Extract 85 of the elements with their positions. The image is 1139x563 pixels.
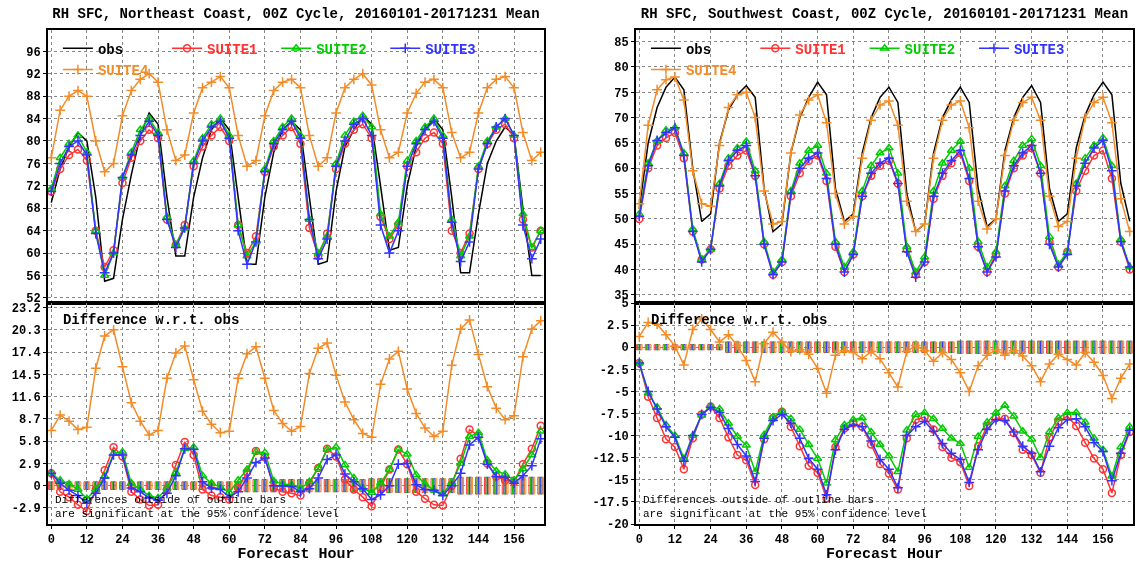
y-tick-label: 5	[621, 297, 629, 312]
chart-title: RH SFC, Southwest Coast, 00Z Cycle, 20160101-20171231 Mean	[640, 5, 1129, 22]
y-tick-label: 96	[26, 45, 41, 60]
x-tick-label: 60	[222, 533, 237, 548]
y-tick-label: 80	[614, 61, 629, 76]
y-tick-label: 85	[614, 35, 629, 50]
legend-label: obs	[685, 41, 712, 58]
y-tick-label: 80	[26, 135, 41, 150]
y-tick-label: -5	[614, 385, 629, 400]
x-tick-label: 120	[396, 533, 419, 548]
legend-label: SUITE3	[425, 41, 476, 58]
x-tick-label: 96	[328, 533, 344, 548]
x-tick-label: 0	[635, 533, 643, 548]
y-tick-label: 92	[26, 67, 41, 82]
y-tick-label: 88	[26, 90, 41, 105]
legend-label: SUITE2	[904, 41, 956, 58]
y-tick-label: 11.6	[11, 390, 41, 405]
y-tick-label: 40	[614, 263, 629, 278]
x-tick-label: 72	[846, 533, 861, 548]
x-tick-label: 48	[186, 533, 201, 548]
y-tick-label: 20.3	[11, 324, 41, 339]
x-tick-label: 72	[257, 533, 273, 548]
x-tick-label: 108	[949, 533, 972, 548]
x-tick-label: 0	[47, 533, 55, 548]
x-axis-title: Forecast Hour	[237, 546, 355, 563]
x-tick-label: 108	[360, 533, 383, 548]
x-tick-label: 156	[1092, 533, 1114, 548]
x-tick-label: 144	[1056, 533, 1079, 548]
y-tick-label: 2.5	[606, 319, 629, 334]
y-tick-label: 70	[614, 111, 629, 126]
y-tick-label: 14.5	[11, 368, 41, 383]
y-tick-label: -10	[606, 429, 629, 444]
x-axis-title: Forecast Hour	[825, 546, 944, 563]
legend-label: SUITE4	[97, 62, 149, 79]
y-tick-label: 60	[26, 247, 41, 262]
x-tick-label: 24	[703, 533, 718, 548]
chart-title: RH SFC, Northeast Coast, 00Z Cycle, 20160101-20171231 Mean	[52, 5, 540, 22]
x-tick-label: 84	[881, 533, 897, 548]
y-tick-label: 75	[614, 86, 629, 101]
y-tick-label: -7.5	[599, 407, 629, 422]
x-tick-label: 12	[79, 533, 95, 548]
x-tick-label: 48	[774, 533, 790, 548]
y-tick-label: 55	[614, 187, 629, 202]
y-tick-label: 2.9	[18, 457, 41, 472]
x-tick-label: 132	[1020, 533, 1043, 548]
x-tick-label: 60	[810, 533, 825, 548]
legend-label: SUITE1	[207, 41, 258, 58]
text: Difference w.r.t. obs	[62, 311, 240, 328]
x-tick-label: 96	[917, 533, 932, 548]
y-tick-label: -2.9	[11, 502, 41, 517]
y-tick-label: -12.5	[592, 451, 629, 466]
legend-label: SUITE2	[316, 41, 367, 58]
y-tick-label: 65	[614, 137, 629, 152]
y-tick-label: -17.5	[592, 496, 629, 511]
y-tick-label: 64	[26, 224, 41, 239]
y-tick-label: 17.4	[11, 346, 41, 361]
legend-label: SUITE1	[795, 41, 846, 58]
y-tick-label: -2.5	[599, 363, 629, 378]
y-tick-label: 8.7	[18, 413, 41, 428]
y-tick-label: 60	[614, 162, 629, 177]
y-tick-label: 72	[26, 180, 41, 195]
x-tick-label: 132	[432, 533, 454, 548]
x-tick-label: 36	[739, 533, 754, 548]
y-tick-label: 76	[26, 157, 41, 172]
y-tick-label: -15	[606, 474, 629, 488]
y-tick-label: 0	[621, 341, 629, 356]
y-tick-label: -20	[606, 518, 629, 533]
annotation: Differences outside of outline bars are significant at the 95% confidence level	[643, 494, 927, 521]
y-tick-label: 0	[33, 479, 41, 494]
x-tick-label: 156	[503, 533, 525, 548]
legend-label: SUITE4	[685, 62, 737, 79]
y-tick-label: 45	[614, 238, 629, 253]
y-tick-label: 5.8	[18, 435, 41, 450]
x-tick-label: 24	[115, 533, 130, 548]
y-tick-label: 84	[26, 112, 41, 127]
x-tick-label: 12	[667, 533, 683, 548]
y-tick-label: 56	[26, 269, 41, 284]
x-tick-label: 36	[150, 533, 166, 548]
x-tick-label: 84	[293, 533, 308, 548]
legend-label: SUITE3	[1013, 41, 1065, 58]
legend-label: obs	[97, 41, 124, 58]
y-tick-label: 50	[614, 213, 629, 228]
x-tick-label: 144	[467, 533, 490, 548]
y-tick-label: 68	[26, 202, 41, 217]
x-tick-label: 120	[985, 533, 1007, 548]
